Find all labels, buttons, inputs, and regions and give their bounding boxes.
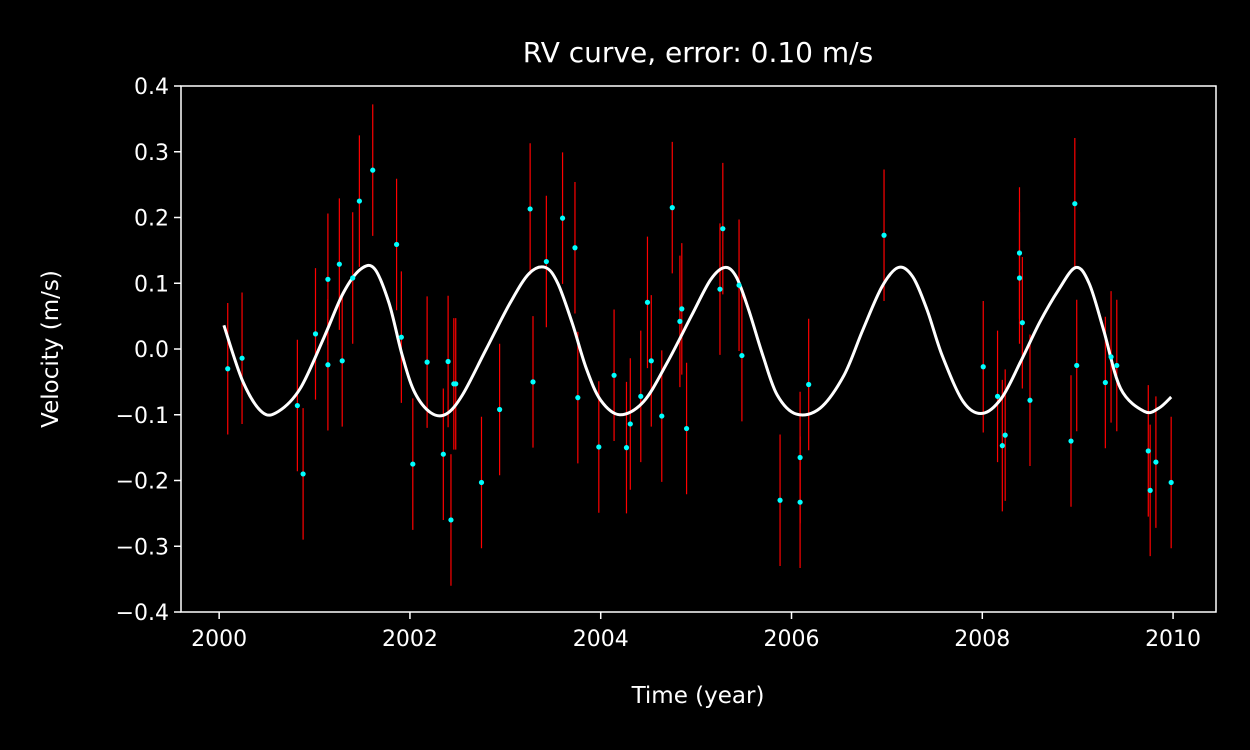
y-tick-label: 0.4: [134, 75, 169, 100]
data-point: [648, 358, 654, 364]
data-point: [1002, 432, 1008, 438]
x-tick-label: 2010: [1145, 627, 1201, 652]
data-point: [530, 379, 536, 385]
data-point: [1102, 379, 1108, 386]
data-point: [543, 258, 549, 265]
data-point: [478, 479, 485, 486]
data-point: [596, 444, 602, 450]
data-point: [881, 232, 887, 238]
data-point: [575, 395, 581, 401]
data-point: [239, 355, 245, 361]
data-point: [677, 318, 683, 324]
data-point: [1016, 275, 1023, 281]
y-tick-label: 0.2: [134, 207, 169, 232]
y-tick-label: −0.4: [116, 601, 169, 626]
data-point: [440, 451, 446, 457]
data-point: [1114, 362, 1120, 369]
data-point: [1168, 479, 1174, 486]
x-tick-label: 2006: [764, 627, 820, 652]
data-point: [717, 286, 723, 292]
data-point: [736, 282, 742, 288]
data-point: [611, 372, 617, 378]
data-point: [572, 245, 578, 251]
data-point: [325, 276, 331, 282]
data-point: [350, 275, 356, 281]
data-point: [644, 299, 651, 305]
x-tick-label: 2000: [191, 627, 247, 652]
data-point: [225, 366, 231, 372]
data-point: [1016, 250, 1023, 256]
data-point: [424, 359, 430, 365]
y-tick-label: 0.1: [134, 272, 169, 297]
data-point: [370, 167, 376, 173]
data-point: [720, 226, 726, 232]
data-point: [559, 215, 566, 221]
data-point: [623, 445, 630, 451]
data-point: [398, 334, 404, 340]
plot-area: 2000 2002 2004 2006 2008 2010 −0.4 −0.3 −0.2 −0.1…: [116, 75, 1217, 652]
data-point: [445, 358, 451, 365]
data-point: [1074, 362, 1080, 369]
x-axis-label: Time (year): [631, 683, 765, 709]
data-point: [638, 393, 644, 399]
data-point: [679, 306, 685, 312]
y-tick-label: −0.1: [116, 404, 169, 429]
data-point: [999, 443, 1005, 449]
data-point: [739, 352, 745, 359]
data-point: [806, 381, 812, 388]
data-point: [453, 381, 459, 387]
data-point: [683, 425, 690, 432]
data-point: [797, 454, 803, 461]
data-point: [339, 358, 345, 364]
y-tick-label: 0.3: [134, 141, 169, 166]
data-point: [312, 331, 319, 337]
data-point: [659, 413, 665, 419]
data-point: [325, 362, 331, 368]
data-point: [777, 497, 783, 503]
chart-title: RV curve, error: 0.10 m/s: [523, 36, 873, 69]
data-point: [1145, 448, 1151, 454]
data-point: [1153, 459, 1159, 465]
y-tick-label: 0.0: [134, 338, 169, 363]
data-point: [1019, 320, 1025, 326]
data-point: [527, 206, 533, 212]
x-tick-label: 2002: [382, 627, 438, 652]
data-point: [994, 393, 1001, 399]
data-point: [797, 499, 803, 505]
data-point: [980, 364, 986, 370]
data-point: [393, 241, 400, 248]
data-point: [1068, 438, 1074, 444]
data-point: [294, 402, 300, 409]
x-tick-label: 2008: [954, 627, 1010, 652]
data-point: [336, 261, 342, 267]
data-point: [448, 517, 454, 523]
data-point: [497, 406, 503, 413]
data-point: [1147, 487, 1153, 493]
data-point: [1072, 201, 1078, 207]
data-point: [1027, 397, 1033, 403]
data-point: [669, 205, 675, 211]
y-tick-label: −0.2: [116, 470, 169, 495]
data-point: [1108, 354, 1114, 360]
model-curve: [222, 263, 1173, 418]
data-point: [300, 471, 306, 477]
data-point: [410, 461, 416, 467]
y-axis-label: Velocity (m/s): [38, 270, 64, 428]
y-tick-label: −0.3: [116, 535, 169, 560]
data-point: [627, 421, 633, 427]
data-point: [356, 198, 362, 204]
x-tick-label: 2004: [573, 627, 629, 652]
